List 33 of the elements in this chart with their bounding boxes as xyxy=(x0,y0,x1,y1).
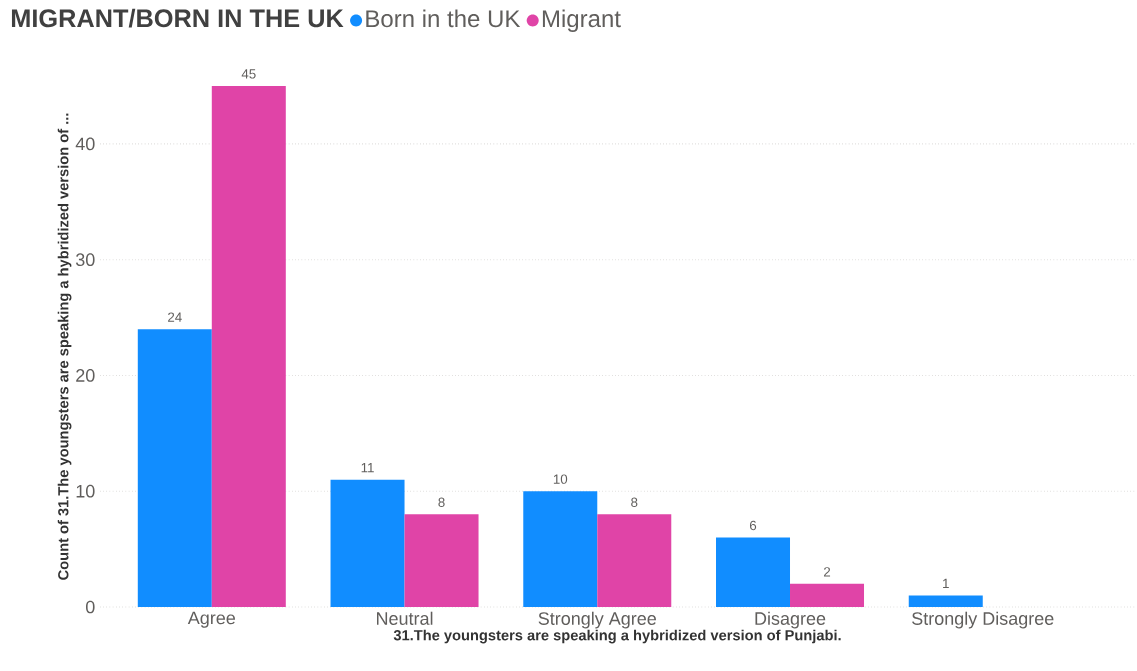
data-label: 2 xyxy=(823,567,831,577)
bar xyxy=(330,479,405,607)
data-label: 24 xyxy=(168,312,182,322)
data-label: 8 xyxy=(438,497,445,507)
bar xyxy=(716,537,791,607)
bar xyxy=(790,583,865,607)
y-axis-title: Count of 31.The youngsters are speaking a hybridized version of ... xyxy=(57,113,72,580)
legend-label: Born in the UK xyxy=(366,9,521,28)
bar xyxy=(523,491,598,607)
bar xyxy=(211,85,286,607)
x-tick-label: Neutral xyxy=(377,611,433,625)
x-tick-label: Strongly Agree xyxy=(538,611,656,629)
x-axis-title: 31.The youngsters are speaking a hybridized version of Punjabi. xyxy=(393,629,841,644)
x-tick-label: Disagree xyxy=(755,611,826,629)
y-tick-label: 30 xyxy=(75,253,95,267)
bar xyxy=(137,329,212,607)
data-label: 1 xyxy=(943,578,949,589)
x-tick-label: Agree xyxy=(187,611,236,628)
bar xyxy=(404,514,479,607)
data-label: 10 xyxy=(553,474,568,484)
legend-title: MIGRANT/BORN IN THE UK xyxy=(11,8,344,28)
data-label: 45 xyxy=(241,69,256,79)
data-label: 11 xyxy=(361,463,374,473)
y-tick-label: 0 xyxy=(85,600,95,614)
y-tick-label: 40 xyxy=(75,137,95,151)
bar xyxy=(908,595,983,607)
data-label: 8 xyxy=(631,497,638,507)
y-tick-label: 20 xyxy=(76,369,95,382)
y-tick-label: 10 xyxy=(76,484,95,498)
bar xyxy=(597,514,672,607)
data-label: 6 xyxy=(749,520,757,531)
legend-label: Migrant xyxy=(542,9,621,32)
x-tick-label: Strongly Disagree xyxy=(912,611,1054,629)
